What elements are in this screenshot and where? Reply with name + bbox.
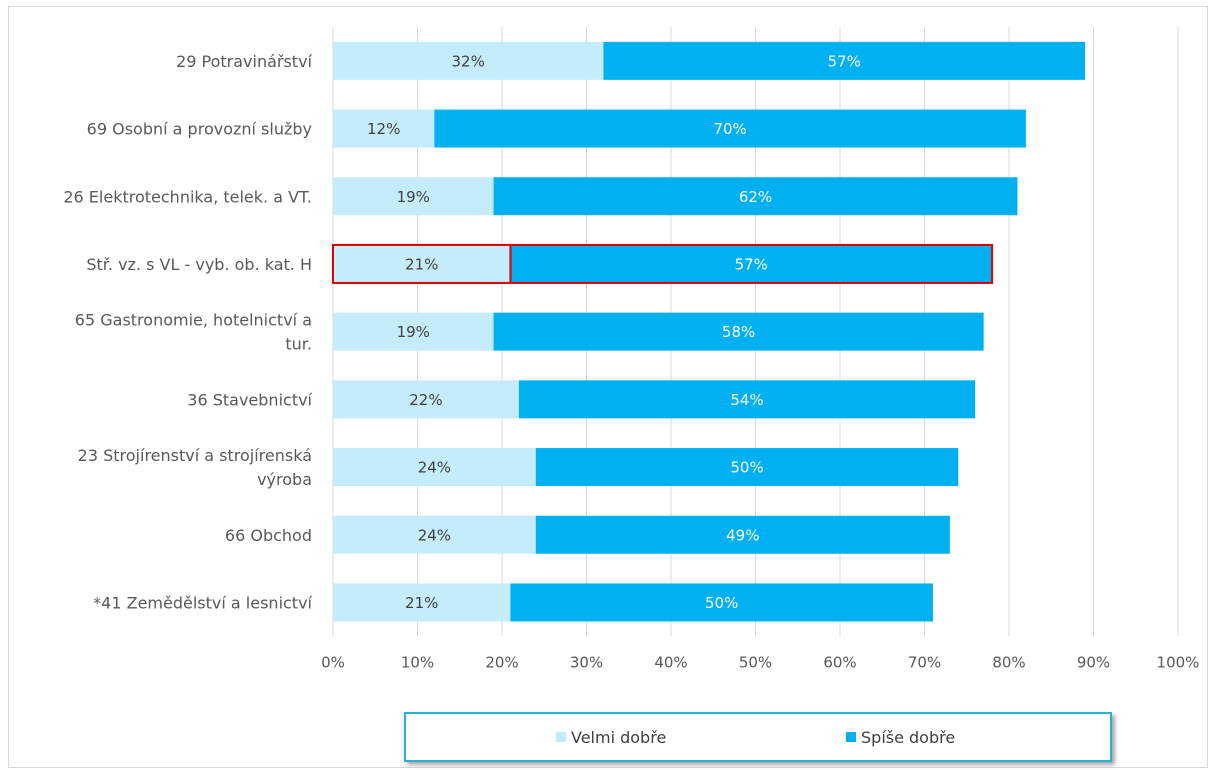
x-tick-label: 40% — [654, 653, 687, 671]
data-label: 21% — [405, 255, 438, 273]
data-label: 58% — [722, 323, 755, 341]
data-label: 50% — [705, 594, 738, 612]
data-label: 70% — [713, 120, 746, 138]
data-label: 21% — [405, 594, 438, 612]
category-label-line: 69 Osobní a provozní služby — [87, 120, 312, 139]
data-label: 19% — [397, 188, 430, 206]
x-tick-label: 10% — [401, 653, 434, 671]
bar-velmi-dobre — [333, 244, 511, 283]
x-tick-label: 20% — [485, 653, 518, 671]
x-tick-label: 100% — [1157, 653, 1200, 671]
category-label: *41 Zemědělství a lesnictví — [93, 593, 312, 612]
data-label: 57% — [828, 52, 861, 70]
category-label: 36 Stavebnictví — [187, 390, 312, 409]
data-label: 62% — [739, 188, 772, 206]
x-tick-label: 70% — [908, 653, 941, 671]
x-axis-ticks: 0% 10% 20% 30% 40% 50% 60% 70% 80% 90% 100% — [321, 653, 1199, 671]
category-label-line: výroba — [257, 470, 312, 489]
category-label-line: *41 Zemědělství a lesnictví — [93, 593, 312, 612]
data-label: 32% — [452, 52, 485, 70]
legend-swatch-spise-dobre — [846, 732, 856, 742]
data-label: 57% — [735, 255, 768, 273]
bar-velmi-dobre — [333, 515, 536, 554]
highlight-outline — [509, 243, 994, 284]
bar-spise-dobre — [518, 380, 976, 419]
x-tick-label: 60% — [823, 653, 856, 671]
data-labels: 32% 57% 12% 70% 19% 62% 21% 57% 19% 58% 22% 54% 24% 5… — [367, 52, 861, 612]
bar-velmi-dobre — [333, 583, 511, 622]
bar-spise-dobre — [510, 244, 993, 283]
bars — [332, 41, 1086, 622]
category-label: 69 Osobní a provozní služby — [87, 120, 312, 139]
chart-legend: Velmi dobře Spíše dobře — [404, 712, 1112, 762]
bar-velmi-dobre — [333, 177, 494, 216]
bar-spise-dobre — [510, 583, 933, 622]
data-label: 22% — [409, 391, 442, 409]
category-label: Stř. vz. s VL - vyb. ob. kat. H — [86, 255, 312, 274]
category-label: 23 Strojírenství a strojírenská výroba — [78, 446, 312, 489]
legend-label-spise-dobre: Spíše dobře — [861, 727, 956, 747]
category-label: 65 Gastronomie, hotelnictví a tur. — [75, 311, 312, 354]
bar-spise-dobre — [434, 109, 1026, 148]
x-tick-label: 30% — [570, 653, 603, 671]
bar-spise-dobre — [535, 515, 950, 554]
data-label: 49% — [726, 526, 759, 544]
category-labels: 29 Potravinářství 69 Osobní a provozní sl… — [63, 52, 312, 613]
category-label-line: 23 Strojírenství a strojírenská — [78, 446, 312, 465]
x-tick-label: 50% — [739, 653, 772, 671]
data-label: 24% — [418, 459, 451, 477]
bar-velmi-dobre — [333, 41, 604, 80]
x-tick-label: 80% — [992, 653, 1025, 671]
data-label: 24% — [418, 526, 451, 544]
category-label-line: tur. — [285, 335, 312, 354]
bar-spise-dobre — [493, 312, 984, 351]
category-label: 66 Obchod — [225, 526, 312, 545]
legend-swatch-velmi-dobre — [556, 732, 566, 742]
category-label-line: Stř. vz. s VL - vyb. ob. kat. H — [86, 255, 312, 274]
legend-label-velmi-dobre: Velmi dobře — [571, 727, 667, 747]
bar-velmi-dobre — [333, 380, 519, 419]
bar-spise-dobre — [493, 177, 1018, 216]
legend-item-spise-dobre: Spíše dobře — [846, 728, 955, 747]
category-label-line: 29 Potravinářství — [176, 52, 312, 71]
bar-velmi-dobre — [333, 312, 494, 351]
data-label: 12% — [367, 120, 400, 138]
category-label-line: 36 Stavebnictví — [187, 390, 312, 409]
category-label-line: 66 Obchod — [225, 526, 312, 545]
bar-spise-dobre — [535, 448, 959, 487]
stacked-bar-chart: 32% 57% 12% 70% 19% 62% 21% 57% 19% 58% 22% 54% 24% 5… — [63, 27, 1199, 671]
category-label-line: 26 Elektrotechnika, telek. a VT. — [63, 187, 312, 206]
data-label: 19% — [397, 323, 430, 341]
x-tick-label: 90% — [1077, 653, 1110, 671]
bar-velmi-dobre — [333, 448, 536, 487]
category-label: 29 Potravinářství — [176, 52, 312, 71]
legend-item-velmi-dobre: Velmi dobře — [556, 728, 666, 747]
category-label-line: 65 Gastronomie, hotelnictví a — [75, 311, 312, 330]
x-tick-label: 0% — [321, 653, 345, 671]
data-label: 54% — [730, 391, 763, 409]
bar-velmi-dobre — [333, 109, 435, 148]
data-label: 50% — [730, 459, 763, 477]
category-label: 26 Elektrotechnika, telek. a VT. — [63, 187, 312, 206]
bar-spise-dobre — [603, 41, 1086, 80]
